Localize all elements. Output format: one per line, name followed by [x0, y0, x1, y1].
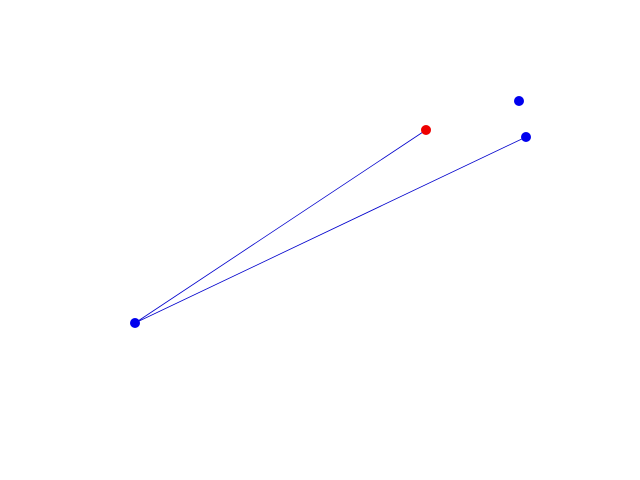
node[interactable] — [521, 132, 531, 142]
selected-node[interactable] — [421, 125, 431, 135]
edge — [134, 129, 427, 324]
node[interactable] — [130, 318, 140, 328]
node[interactable] — [514, 96, 524, 106]
edge — [134, 136, 527, 324]
